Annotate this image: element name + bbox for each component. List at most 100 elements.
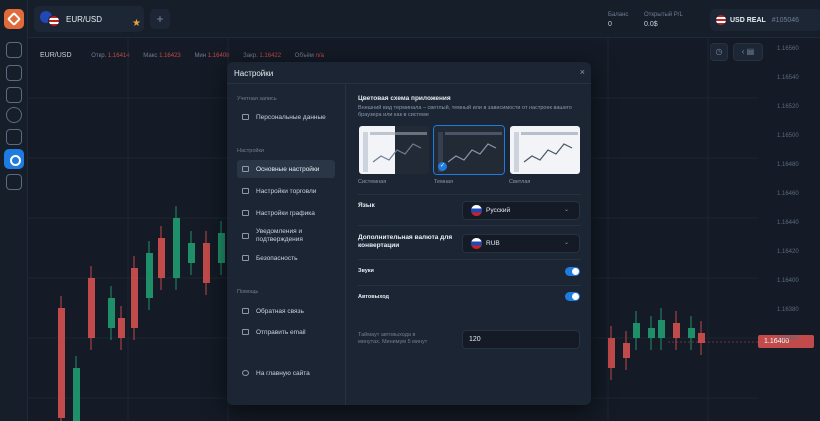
sidebar-item-home[interactable]: На главную сайта [237, 364, 335, 382]
section-account: Учетная запись [237, 96, 277, 102]
sidebar-item-notifications[interactable]: Уведомления и подтверждения [237, 225, 335, 247]
open-label: Откр. [91, 53, 107, 59]
sidebar-item-security[interactable]: Безопасность [237, 249, 335, 267]
axis-tick-label: 1.16520 [777, 104, 799, 110]
candle-body [188, 243, 195, 263]
account-selector[interactable]: USD REAL #105046 [710, 9, 820, 31]
pair-name: EUR/USD [66, 14, 103, 24]
candle-body [131, 268, 138, 328]
sidebar-item-general[interactable]: Основные настройки [237, 160, 335, 178]
balance-stat: Баланс 0 [608, 12, 628, 28]
open-pl-value: 0.0$ [644, 21, 658, 28]
arrows-icon [242, 188, 249, 194]
theme-label-dark: Темная [434, 179, 453, 185]
chart-tools-button[interactable]: ‹ ▤ [733, 43, 763, 61]
axis-tick-label: 1.16360 [777, 336, 799, 342]
candle-body [108, 298, 115, 328]
theme-option-dark[interactable] [433, 125, 505, 175]
candle-body [73, 368, 80, 421]
gift-icon[interactable] [6, 174, 22, 190]
sidebar-item-trading[interactable]: Настройки торговли [237, 182, 335, 200]
globe-icon [242, 370, 249, 376]
sidebar-item-label: Основные настройки [256, 165, 320, 173]
timeout-hint: Таймаут автовыхода в минутах. Минимум 5 … [358, 332, 428, 345]
max-label: Макс [143, 53, 158, 59]
line-chart-icon [242, 210, 249, 216]
history-icon[interactable] [6, 107, 22, 123]
mail-icon [242, 329, 249, 335]
sidebar-item-label: Безопасность [256, 254, 298, 262]
axis-tick-label: 1.16440 [777, 220, 799, 226]
chart-symbol: EUR/USD [40, 52, 72, 59]
theme-option-system[interactable] [358, 125, 430, 175]
app-logo[interactable] [4, 9, 24, 29]
pair-tab[interactable]: EUR/USD ★ [34, 6, 144, 32]
max-value: 1.16423 [159, 53, 181, 59]
chevron-down-icon: ⌄ [563, 207, 569, 213]
theme-option-light[interactable] [509, 125, 581, 175]
left-rail [0, 0, 28, 421]
axis-tick-label: 1.16480 [777, 162, 799, 168]
currency-value: RUB [486, 240, 500, 247]
chart-ohlc-header: EUR/USD Откр. 1.16414 Макс 1.16423 Мин 1… [40, 52, 336, 59]
settings-icon[interactable] [4, 149, 24, 169]
sidebar-item-label: Уведомления и подтверждения [256, 228, 303, 243]
balance-label: Баланс [608, 12, 629, 18]
divider [358, 225, 581, 226]
timeout-input[interactable] [462, 330, 580, 349]
sounds-toggle[interactable] [565, 267, 580, 276]
settings-modal: Настройки × Учетная запись Персональные … [227, 62, 591, 405]
laptop-icon [242, 166, 249, 172]
axis-tick-label: 1.16400 [777, 278, 799, 284]
close-label: Закр. [243, 53, 258, 59]
close-icon[interactable]: × [579, 67, 585, 77]
candle-body [658, 320, 665, 338]
candle-body [158, 238, 165, 278]
volume-label: Объём [294, 53, 314, 59]
settings-sidebar: Учетная запись Персональные данные Настр… [227, 84, 346, 405]
axis-tick-label: 1.16380 [777, 307, 799, 313]
language-select[interactable]: Русский ⌄ [462, 201, 580, 220]
chart-icon[interactable] [6, 42, 22, 58]
candle-body [698, 333, 705, 343]
theme-label-light: Светлая [509, 179, 531, 185]
axis-tick-label: 1.16540 [777, 75, 799, 81]
theme-title: Цветовая схема приложения [358, 95, 451, 102]
add-tab-button[interactable]: + [150, 9, 170, 29]
sidebar-item-email[interactable]: Отправить email [237, 323, 335, 341]
star-icon[interactable]: ★ [132, 18, 141, 29]
transactions-icon[interactable] [6, 65, 22, 81]
portfolio-icon[interactable] [6, 87, 22, 103]
candle-body [648, 328, 655, 338]
autologout-label: Автовыход [358, 294, 390, 300]
sidebar-item-personal[interactable]: Персональные данные [237, 108, 335, 126]
min-label: Мин [194, 53, 207, 59]
candle-body [88, 278, 95, 338]
divider [358, 194, 581, 195]
settings-content: Цветовая схема приложения Внешний вид те… [358, 84, 581, 405]
language-value: Русский [486, 207, 511, 214]
currency-flags-icon [40, 11, 62, 27]
section-settings: Настройки [237, 148, 264, 154]
close-value: 1.16422 [259, 53, 282, 59]
divider [358, 259, 581, 260]
section-help: Помощь [237, 289, 259, 295]
book-icon[interactable] [6, 129, 22, 145]
autologout-toggle[interactable] [565, 292, 580, 301]
candle-body [218, 233, 225, 263]
currency-select[interactable]: RUB ⌄ [462, 234, 580, 253]
sidebar-item-chart[interactable]: Настройки графика [237, 204, 335, 222]
account-id: #105046 [771, 16, 800, 24]
clock-icon[interactable]: ◷ [710, 43, 728, 61]
axis-tick-label: 1.16460 [777, 191, 799, 197]
open-pl-label: Открытый P/L [644, 12, 683, 18]
sidebar-item-feedback[interactable]: Обратная связь [237, 302, 335, 320]
open-value: 1.16414 [107, 53, 130, 59]
phone-icon [242, 308, 249, 314]
language-label: Язык [358, 202, 375, 209]
divider [358, 285, 581, 286]
volume-value: n/a [315, 53, 324, 59]
sidebar-item-label: Настройки графика [256, 209, 315, 217]
candle-body [688, 328, 695, 338]
candle-body [58, 308, 65, 418]
